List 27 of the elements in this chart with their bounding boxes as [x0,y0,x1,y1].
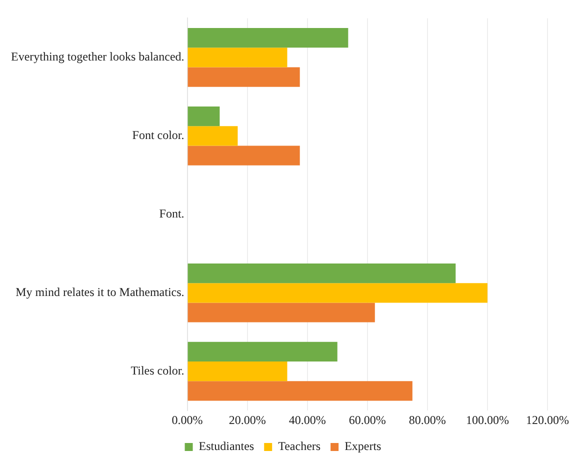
x-tick-label: 80.00% [408,412,446,427]
y-tick-label: My mind relates it to Mathematics. [16,285,184,300]
x-tick-label: 100.00% [466,412,509,427]
legend-label: Estudiantes [198,439,254,454]
x-tick-label: 20.00% [228,412,266,427]
bar [188,342,338,362]
bar [188,146,300,166]
y-tick-label: Font. [159,206,184,221]
x-tick-label: 40.00% [288,412,326,427]
bar [188,67,300,87]
x-tick-label: 60.00% [348,412,386,427]
bar [188,28,348,48]
y-tick-label: Everything together looks balanced. [11,50,184,64]
x-tick-label: 0.00% [172,412,203,427]
bar [188,126,238,146]
legend-label: Teachers [278,439,321,454]
y-tick-label: Font color. [132,128,184,142]
bar [188,106,220,126]
bar [188,362,288,382]
y-tick-label: Tiles color. [130,364,184,378]
bar [188,48,288,68]
bar [188,263,456,284]
bar [188,283,488,303]
legend-label: Experts [344,439,382,454]
x-tick-label: 120.00% [526,412,569,427]
bar [188,381,412,401]
bar [188,302,375,322]
